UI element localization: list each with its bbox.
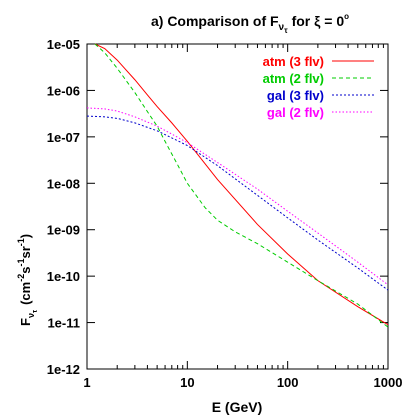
chart-title-sup: o <box>344 12 349 21</box>
series-line-2 <box>86 115 389 291</box>
y-axis-label-u0: (cm <box>18 282 33 305</box>
series-line-0 <box>94 43 389 326</box>
x-tick-label: 1000 <box>374 375 403 390</box>
plot-frame <box>86 43 389 370</box>
y-axis-label-u3: -1 <box>16 259 26 267</box>
series-line-1 <box>94 43 389 328</box>
legend-label: gal (3 flv) <box>267 88 324 103</box>
y-axis-label-subsub: τ <box>32 309 39 313</box>
legend-label: atm (3 flv) <box>263 54 324 69</box>
ticks-layer: 1 10 100 1000 1e-12 1e-11 1e-10 1e-09 1e-08 1e-07… <box>47 37 403 390</box>
y-tick-label: 1e-05 <box>47 37 80 52</box>
chart-title-subsub: τ <box>284 26 288 35</box>
y-tick-label: 1e-08 <box>47 176 80 191</box>
y-axis-label-u4: sr <box>18 246 33 258</box>
y-axis-label-f: F <box>18 318 33 326</box>
series-layer <box>86 43 389 328</box>
y-tick-label: 1e-09 <box>47 223 80 238</box>
y-axis-label-u5: -1 <box>16 238 26 246</box>
legend-label: gal (2 flv) <box>267 105 324 120</box>
y-tick-label: 1e-11 <box>47 316 80 331</box>
y-tick-label: 1e-07 <box>47 130 80 145</box>
x-tick-label: 10 <box>180 375 194 390</box>
chart-title-mid: for ξ = 0 <box>288 13 345 29</box>
legend: atm (3 flv) atm (2 flv) gal (3 flv) gal (2 … <box>263 54 374 120</box>
y-axis-label-u6: ) <box>18 234 33 238</box>
y-tick-label: 1e-10 <box>47 269 80 284</box>
x-tick-label: 1 <box>83 375 90 390</box>
y-axis-label-sub: ν <box>26 313 36 318</box>
y-axis-label-u2: s <box>18 267 33 274</box>
y-tick-label: 1e-06 <box>47 83 80 98</box>
chart-title-sub: ν <box>279 22 285 33</box>
x-tick-label: 100 <box>277 375 299 390</box>
x-axis-label: E (GeV) <box>212 399 263 415</box>
y-axis-label: Fντ(cm-2s-1sr-1) <box>16 234 39 326</box>
chart-title-prefix: a) Comparison of F <box>151 13 279 29</box>
y-tick-label: 1e-12 <box>47 362 80 377</box>
y-axis-label-u1: -2 <box>16 274 26 282</box>
legend-label: atm (2 flv) <box>263 71 324 86</box>
chart-title: a) Comparison of Fντ for ξ = 0o <box>151 12 349 35</box>
series-line-3 <box>86 107 389 286</box>
